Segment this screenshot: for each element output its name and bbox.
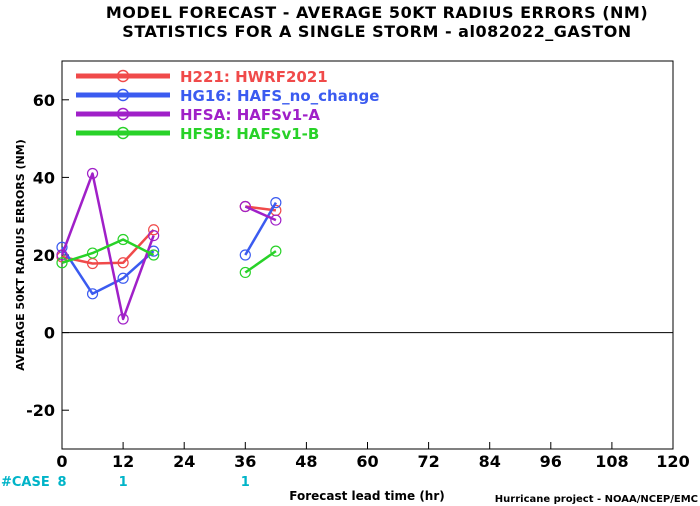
x-tick-label: 84 xyxy=(479,452,501,471)
chart-title: MODEL FORECAST - AVERAGE 50KT RADIUS ERR… xyxy=(106,3,648,22)
legend-marker xyxy=(116,107,130,121)
x-tick-label: 12 xyxy=(112,452,134,471)
data-point xyxy=(270,197,282,209)
y-tick-label: 40 xyxy=(33,168,55,187)
x-tick-label: 72 xyxy=(417,452,439,471)
series-3 xyxy=(56,233,282,279)
data-point xyxy=(117,313,129,325)
series-layer xyxy=(56,167,282,325)
x-tick-label: 0 xyxy=(56,452,67,471)
x-tick-label: 108 xyxy=(595,452,628,471)
case-count-value: 1 xyxy=(241,475,250,490)
series-line xyxy=(60,246,155,296)
y-axis-label: AVERAGE 50KT RADIUS ERRORS (NM) xyxy=(14,139,27,370)
legend-label: H221: HWRF2021 xyxy=(180,68,328,86)
y-tick-label: 20 xyxy=(33,246,55,265)
legend-marker xyxy=(116,126,130,140)
plot-frame xyxy=(61,60,674,450)
y-tick-label: -20 xyxy=(26,401,55,420)
legend-item: HFSA: HAFSv1-A xyxy=(76,106,320,124)
x-axis-label: Forecast lead time (hr) xyxy=(289,489,445,503)
series-2 xyxy=(56,167,282,325)
legend-marker xyxy=(116,69,130,83)
legend-label: HFSB: HAFSv1-B xyxy=(180,125,319,143)
data-point xyxy=(56,257,68,269)
series-line xyxy=(244,201,277,256)
x-tick-label: 120 xyxy=(656,452,689,471)
legend-label: HFSA: HAFSv1-A xyxy=(180,106,320,124)
data-point xyxy=(86,288,99,300)
data-point xyxy=(86,167,99,180)
data-point xyxy=(239,200,251,213)
data-point xyxy=(270,214,282,226)
data-point xyxy=(239,249,251,261)
x-tick-label: 36 xyxy=(234,452,256,471)
series-line xyxy=(244,250,277,274)
legend-item: HFSB: HAFSv1-B xyxy=(76,125,319,143)
data-point xyxy=(239,266,251,279)
case-count-row: #CASE 8 1 1 xyxy=(1,475,250,490)
legend-marker xyxy=(116,88,130,102)
series-line xyxy=(61,238,155,264)
x-tick-label: 48 xyxy=(295,452,317,471)
data-point xyxy=(117,272,129,284)
data-point xyxy=(56,249,68,261)
y-axis: 60 40 20 0 -20 xyxy=(26,91,69,420)
series-1 xyxy=(56,197,282,300)
data-point xyxy=(148,249,160,261)
chart-subtitle: STATISTICS FOR A SINGLE STORM - al082022… xyxy=(122,22,631,41)
data-point xyxy=(117,257,129,269)
data-point xyxy=(148,230,160,242)
case-count-label: #CASE xyxy=(1,475,50,490)
x-tick-label: 60 xyxy=(356,452,378,471)
data-point xyxy=(270,245,282,257)
y-tick-label: 60 xyxy=(33,91,55,110)
data-point xyxy=(148,224,160,236)
data-point xyxy=(117,233,129,246)
credit-text: Hurricane project - NOAA/NCEP/EMC xyxy=(495,494,698,505)
case-count-value: 8 xyxy=(57,475,66,490)
legend-item: H221: HWRF2021 xyxy=(76,68,328,86)
x-tick-label: 96 xyxy=(540,452,562,471)
y-tick-label: 0 xyxy=(44,324,55,343)
legend-label: HG16: HAFS_no_change xyxy=(180,87,379,105)
data-point xyxy=(86,247,99,259)
legend-item: HG16: HAFS_no_change xyxy=(76,87,379,105)
case-count-value: 1 xyxy=(119,475,128,490)
x-axis: 0 12 24 36 48 60 72 84 96 108 120 xyxy=(56,442,690,471)
x-tick-label: 24 xyxy=(173,452,195,471)
